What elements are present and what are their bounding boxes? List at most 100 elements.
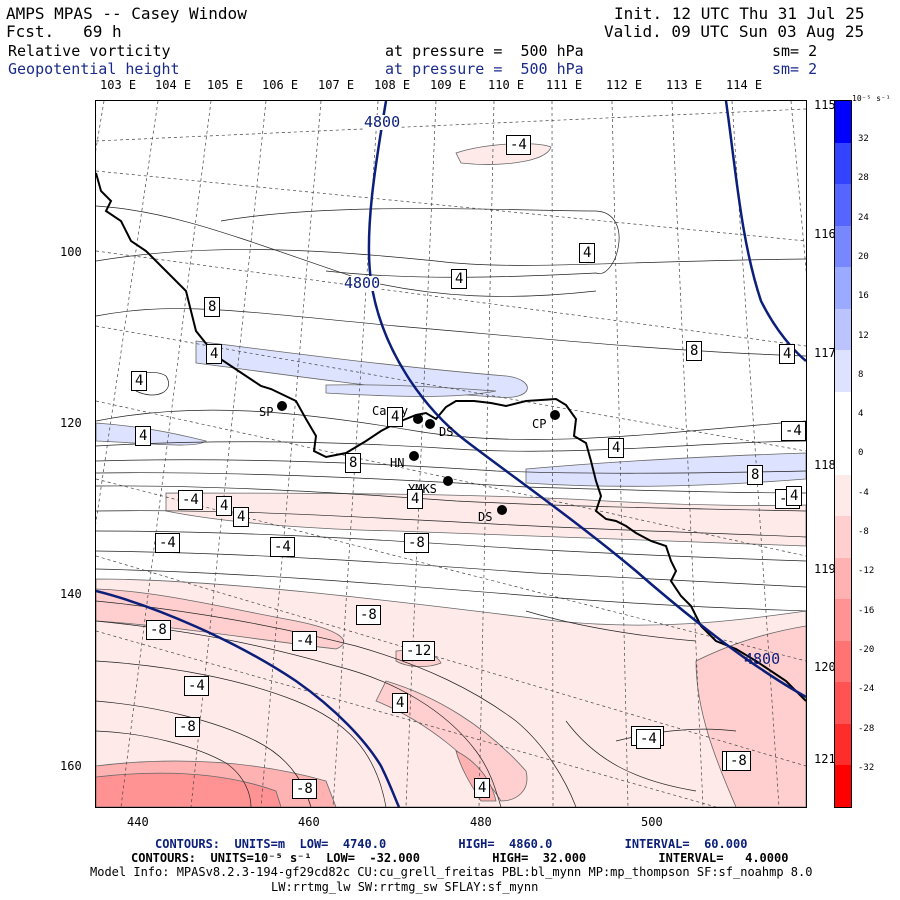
station-dot-ds — [425, 419, 435, 429]
vorticity-contour-label: -4 — [178, 490, 203, 510]
colorbar-label: 28 — [858, 173, 869, 184]
colorbar-segment — [835, 350, 851, 392]
lon-label: 113 E — [666, 78, 703, 92]
y-tick-label: 140 — [60, 587, 82, 601]
vorticity-contour-label: -12 — [402, 641, 436, 661]
forecast-hour: Fcst. 69 h — [6, 22, 122, 41]
colorbar-segment — [835, 474, 851, 517]
lon-label: 107 E — [318, 78, 355, 92]
lon-label: 103 E — [100, 78, 137, 92]
field1-name: Relative vorticity — [8, 42, 171, 60]
colorbar-label: -28 — [858, 723, 875, 734]
lon-label: 112 E — [606, 78, 643, 92]
colorbar-label: 4 — [858, 409, 864, 420]
y-tick-label: 160 — [60, 759, 82, 773]
station-label: DS — [439, 425, 454, 439]
lon-label: 108 E — [374, 78, 411, 92]
colorbar-segment — [835, 557, 851, 600]
vorticity-contour-label: 4 — [451, 269, 468, 289]
colorbar-label: -4 — [858, 487, 869, 498]
vorticity-contour-label: 4 — [135, 426, 152, 446]
map-panel[interactable]: SP Casey DS HN YMKS DS CP 4800 4800 4800… — [95, 100, 807, 808]
colorbar-segment — [835, 142, 851, 185]
vorticity-contour-label: -8 — [146, 620, 171, 640]
y-tick-label: 120 — [60, 416, 82, 430]
colorbar-label: -32 — [858, 762, 875, 773]
vorticity-contour-label: 4 — [779, 344, 796, 364]
vorticity-contour-label: -8 — [175, 717, 200, 737]
x-tick-label: 440 — [127, 815, 149, 829]
vorticity-contour-label: -8 — [404, 533, 429, 553]
station-label: DS — [478, 510, 493, 524]
contours-height-info: CONTOURS: UNITS=m LOW= 4740.0 HIGH= 4860… — [155, 837, 748, 851]
height-contour-label: 4800 — [744, 650, 781, 668]
lat-lon-grid — [96, 101, 806, 807]
init-time: Init. 12 UTC Thu 31 Jul 25 — [614, 4, 865, 23]
vorticity-contour-label: 4 — [608, 438, 625, 458]
station-dot-cp — [550, 410, 560, 420]
model-info-2: LW:rrtmg_lw SW:rrtmg_sw SFLAY:sf_mynn — [271, 880, 539, 894]
station-dot-casey — [413, 414, 423, 424]
vorticity-contour-label: 4 — [392, 693, 409, 713]
station-dot-sp — [277, 401, 287, 411]
vorticity-contour-label: 4 — [206, 344, 223, 364]
positive-vorticity-shading — [96, 340, 806, 487]
field1-level: at pressure = 500 hPa — [385, 42, 584, 60]
app-title: AMPS MPAS -- Casey Window — [6, 4, 247, 23]
vorticity-contour-label: 4 — [216, 496, 233, 516]
y-tick-label: 100 — [60, 245, 82, 259]
vorticity-contour-label: -4 — [636, 729, 661, 749]
colorbar-segment — [835, 765, 851, 807]
colorbar-segment — [835, 225, 851, 268]
colorbar-segment — [835, 184, 851, 226]
vorticity-contour-label: -4 — [184, 676, 209, 696]
colorbar-segment — [835, 308, 851, 351]
vorticity-contour-label: 8 — [204, 297, 221, 317]
geopotential-height-contours — [96, 101, 806, 807]
colorbar-segment — [835, 391, 851, 434]
colorbar-label: 16 — [858, 291, 869, 302]
colorbar-segment — [835, 640, 851, 683]
station-label: SP — [259, 405, 274, 419]
vorticity-contour-label: 8 — [686, 341, 703, 361]
vorticity-contour-label: 4 — [131, 371, 148, 391]
height-contour-label: 4800 — [344, 274, 381, 292]
station-label: CP — [532, 417, 547, 431]
height-contour-label: 4800 — [364, 113, 401, 131]
lon-label: 111 E — [546, 78, 583, 92]
vorticity-contour-label: -8 — [726, 751, 751, 771]
station-dot-ds2 — [497, 505, 507, 515]
vorticity-contour-label: -8 — [356, 605, 381, 625]
colorbar-label: -20 — [858, 644, 875, 655]
lon-label: 109 E — [430, 78, 467, 92]
vorticity-contour-label: -8 — [292, 779, 317, 799]
lon-label: 106 E — [262, 78, 299, 92]
colorbar-segment — [835, 599, 851, 641]
vorticity-contours — [96, 205, 806, 807]
station-label: HN — [390, 456, 405, 470]
colorbar-segment — [835, 682, 851, 724]
colorbar-segment — [835, 433, 851, 475]
colorbar — [834, 100, 852, 808]
colorbar-label: 0 — [858, 448, 864, 459]
vorticity-contour-label: 4 — [387, 407, 404, 427]
vorticity-contour-label: 4 — [407, 489, 424, 509]
map-canvas — [96, 101, 806, 807]
vorticity-contour-label: -4 — [292, 631, 317, 651]
colorbar-segment — [835, 101, 851, 143]
vorticity-contour-label: 4 — [579, 243, 596, 263]
colorbar-unit: 10⁻⁵ s⁻¹ — [852, 94, 891, 103]
colorbar-label: -12 — [858, 566, 875, 577]
vorticity-contour-label: 4 — [233, 507, 250, 527]
colorbar-label: -24 — [858, 684, 875, 695]
colorbar-label: -8 — [858, 527, 869, 537]
model-info: Model Info: MPASv8.2.3-194-gf29cd82c CU:… — [90, 865, 813, 879]
x-tick-label: 460 — [298, 815, 320, 829]
colorbar-label: 20 — [858, 251, 869, 262]
field2-smoothing: sm= 2 — [772, 60, 818, 78]
vorticity-contour-label: -4 — [506, 135, 531, 155]
vorticity-contour-label: -4 — [270, 537, 295, 557]
field1-smoothing: sm= 2 — [772, 42, 818, 60]
lon-label: 114 E — [726, 78, 763, 92]
vorticity-contour-label: 8 — [345, 453, 362, 473]
